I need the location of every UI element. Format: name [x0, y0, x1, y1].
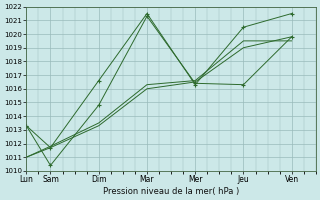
- X-axis label: Pression niveau de la mer( hPa ): Pression niveau de la mer( hPa ): [103, 187, 239, 196]
